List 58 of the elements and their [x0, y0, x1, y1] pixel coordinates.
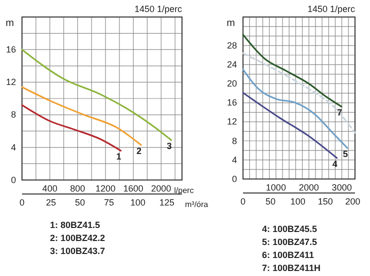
annotation: 7	[336, 108, 342, 118]
chart-title: 1450 1/perc	[307, 4, 356, 14]
text: 5: 100BZ47.5	[262, 237, 318, 247]
x2-tick-label: 75	[104, 197, 114, 208]
y-tick-label: 4	[232, 154, 237, 165]
annotation: 2	[136, 146, 142, 156]
x-tick-label: 3000	[332, 182, 352, 192]
x-tick-label: 1200	[95, 183, 116, 194]
x-tick-label: 800	[70, 183, 86, 194]
y-tick-label: 16	[226, 98, 237, 108]
x2-tick-label: 50	[265, 196, 276, 206]
x2-axis-title: m³/óra	[185, 200, 209, 209]
chart-title: 1450 1/perc	[134, 4, 182, 14]
x2-tick-label: 200	[345, 196, 360, 206]
text: 7: 100BZ411H	[262, 263, 321, 273]
annotation: 5	[342, 149, 348, 160]
x-tick-label: 2000	[151, 183, 172, 194]
x-tick-label: 1600	[123, 183, 144, 194]
text: 2: 100BZ42.2	[50, 233, 106, 243]
line-series	[242, 92, 338, 159]
x2-tick-label: 25	[46, 197, 56, 208]
y-tick-label: 12	[226, 116, 237, 127]
x2-tick-label: 125	[159, 197, 174, 208]
y-tick-label: 12	[6, 77, 16, 88]
y-tick-label: 0	[10, 174, 16, 185]
y-tick-label: 8	[10, 110, 16, 120]
x2-tick-label: 100	[130, 197, 146, 208]
text: 3: 100BZ43.7	[50, 246, 106, 256]
y-tick-label: 8	[232, 136, 237, 146]
text: 4: 100BZ45.5	[262, 224, 318, 234]
y-tick-label: 28	[226, 40, 237, 50]
annotation: 4	[332, 159, 338, 170]
x-tick-label: 1000	[266, 182, 286, 192]
x2-tick-label: 0	[240, 196, 246, 206]
x2-tick-label: 150	[318, 196, 333, 206]
line-series	[21, 86, 142, 146]
y-tick-label: 24	[226, 60, 237, 70]
line-series	[242, 68, 348, 149]
annotation: 3	[166, 141, 172, 152]
x2-tick-label: 100	[290, 196, 306, 206]
text: 6: 100BZ411	[262, 250, 314, 260]
x-tick-label: 400	[42, 183, 58, 194]
text: 1: 80BZ41.5	[50, 220, 100, 230]
y-axis-title: m	[6, 18, 14, 29]
line-series	[21, 48, 172, 141]
x2-tick-label: 0	[19, 197, 25, 208]
y-axis-title: m	[226, 18, 235, 29]
x-tick-label: 2000	[298, 182, 319, 192]
annotation: 1	[116, 152, 122, 162]
line-series	[242, 52, 356, 134]
y-tick-label: 16	[6, 44, 16, 54]
line-series	[21, 104, 122, 152]
line-series	[242, 34, 342, 108]
x2-tick-label: 50	[74, 197, 85, 208]
y-tick-label: 20	[226, 78, 237, 89]
y-tick-label: 0	[232, 174, 237, 184]
y-tick-label: 4	[10, 142, 16, 152]
x-axis-title: l/perc	[174, 186, 194, 195]
